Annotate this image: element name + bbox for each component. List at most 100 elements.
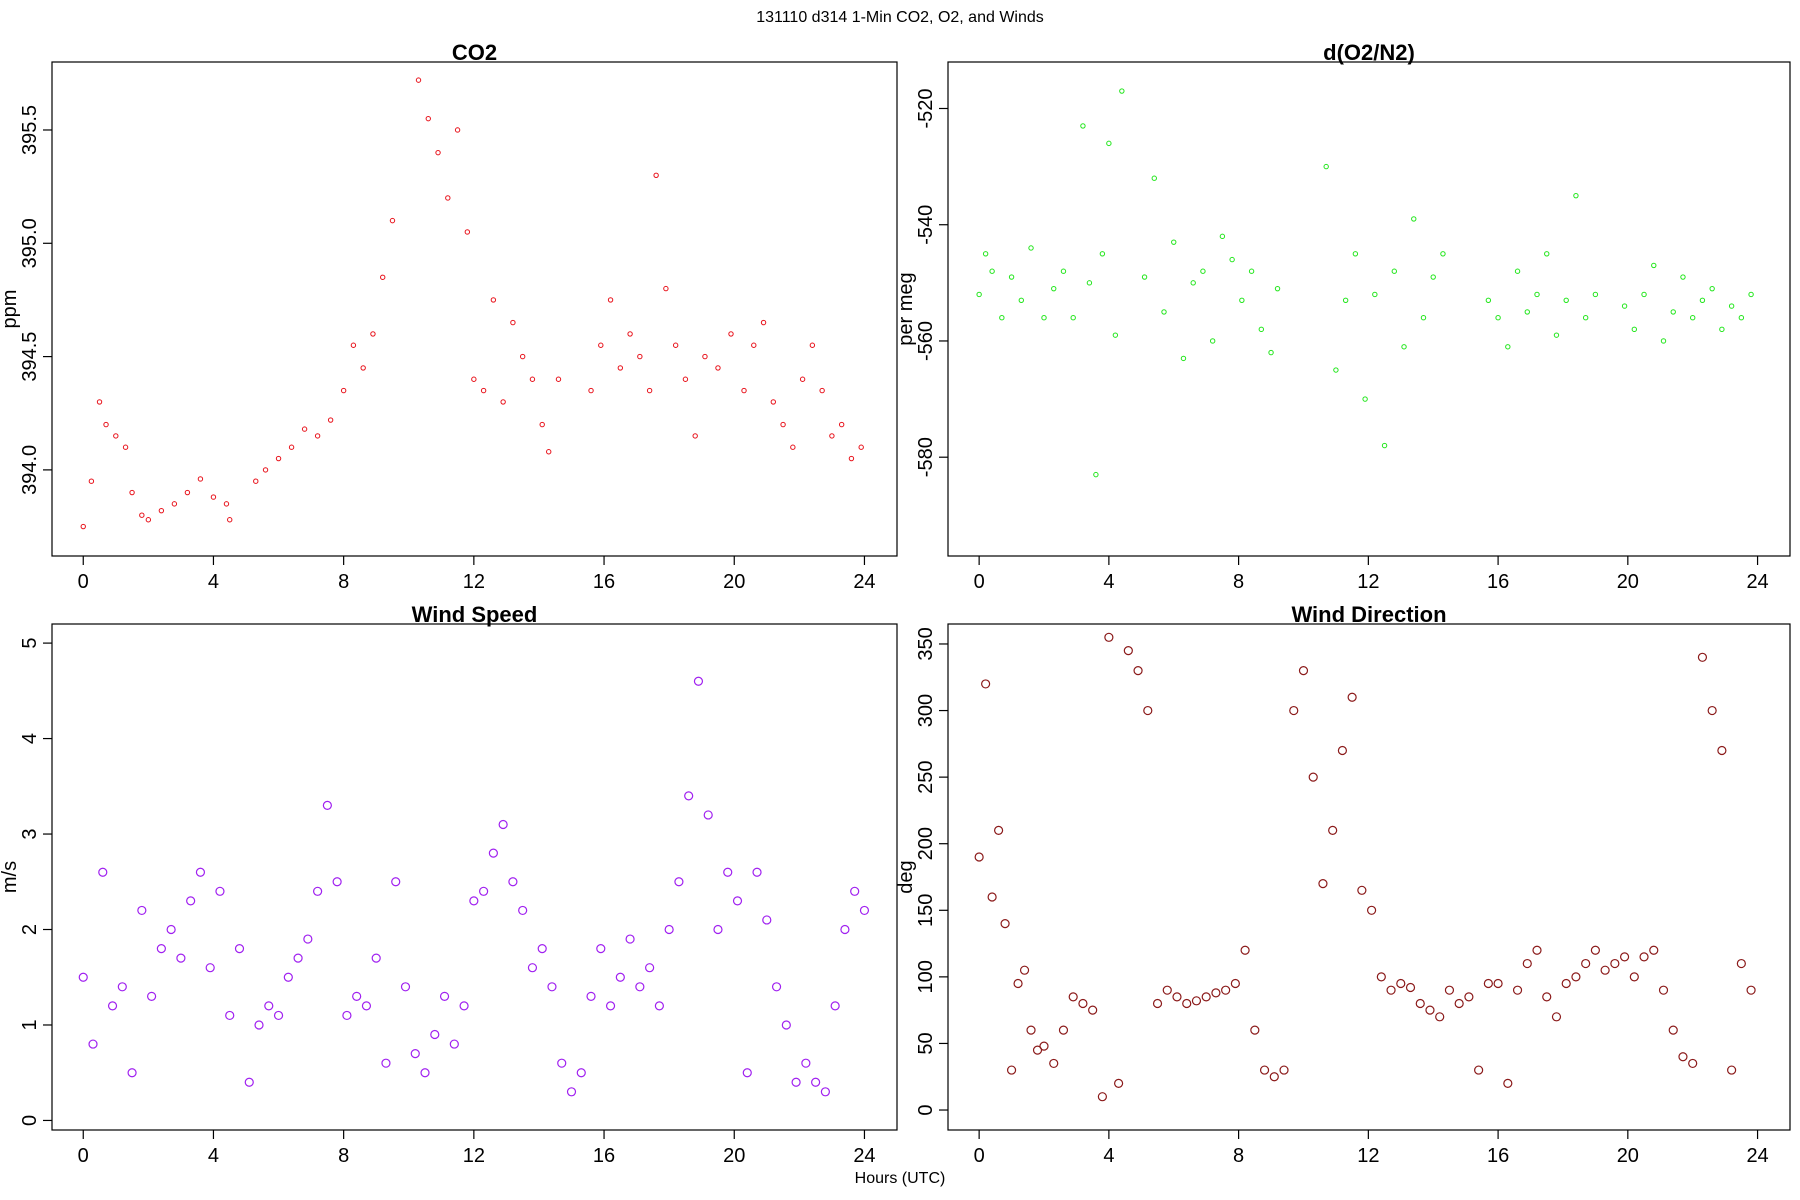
co2-data-point <box>539 421 545 428</box>
wind_direction-data-point <box>1211 988 1221 998</box>
co2-data-point <box>500 399 506 405</box>
co2-data-point <box>129 489 135 496</box>
o2-data-point <box>1180 355 1187 362</box>
wind_direction-data-point <box>1376 972 1386 982</box>
o2-data-point <box>1563 297 1569 303</box>
co2-data-point <box>672 342 679 348</box>
wind_direction-data-point <box>1000 919 1010 929</box>
wind_direction-data-point <box>981 679 991 689</box>
o2-x-tick-label: 16 <box>1487 571 1509 593</box>
co2-data-point <box>607 297 614 303</box>
wind_direction-y-tick-label: 350 <box>915 627 937 660</box>
wind_direction-data-point <box>1483 978 1493 989</box>
o2-data-point <box>1670 309 1676 315</box>
co2-data-point <box>370 331 376 337</box>
wind_direction-data-point <box>1668 1025 1678 1035</box>
co2-data-point <box>702 353 708 360</box>
wind_speed-data-point <box>557 1058 567 1068</box>
o2-data-point <box>1161 309 1167 315</box>
wind_direction-data-point <box>1032 1045 1043 1055</box>
wind_speed-data-point <box>117 982 127 992</box>
wind_direction-data-point <box>974 852 984 862</box>
wind_direction-data-point <box>1474 1065 1484 1075</box>
wind_speed-data-point <box>479 886 489 896</box>
o2-data-point <box>1573 192 1579 199</box>
wind_direction-data-point <box>1068 992 1078 1002</box>
wind_direction-data-point <box>1697 652 1708 662</box>
wind_speed-data-point <box>605 1001 616 1011</box>
wind_speed-data-point <box>332 877 342 887</box>
o2-data-point <box>1660 338 1667 344</box>
o2-data-point <box>1728 303 1735 309</box>
o2-data-point <box>1239 297 1245 303</box>
co2-x-tick-label: 24 <box>853 571 875 593</box>
co2-data-point <box>380 274 386 280</box>
wind_direction-data-point <box>1619 952 1630 962</box>
co2-data-point <box>692 433 698 439</box>
wind_direction-x-tick-label: 4 <box>1103 1145 1114 1167</box>
co2-data-point <box>88 478 95 484</box>
o2-data-point <box>1352 251 1359 257</box>
wind_direction-data-point <box>1328 825 1338 835</box>
wind_direction-data-point <box>1454 998 1464 1009</box>
wind_speed-data-point <box>176 953 186 963</box>
o2-data-point <box>1719 326 1725 333</box>
wind_speed-data-point <box>791 1077 801 1087</box>
wind_direction-data-point <box>1512 985 1523 995</box>
wind_direction-y-tick-label: 50 <box>915 1032 937 1054</box>
wind_speed-x-tick-label: 4 <box>208 1145 219 1167</box>
o2-x-tick-label: 0 <box>974 571 985 593</box>
o2-data-point <box>1485 297 1492 303</box>
wind_speed-data-point <box>371 953 381 963</box>
co2-data-point <box>588 387 594 394</box>
wind_direction-data-point <box>1386 985 1396 995</box>
wind_speed-data-point <box>166 924 176 935</box>
co2-title: CO2 <box>452 40 497 65</box>
wind_direction-x-tick-label: 24 <box>1746 1145 1768 1167</box>
co2-data-point <box>262 467 269 473</box>
wind_speed-data-point <box>820 1087 830 1097</box>
co2-data-point <box>490 297 497 303</box>
wind_direction-data-point <box>1182 998 1192 1009</box>
wind_direction-y-tick-label: 200 <box>915 827 937 860</box>
o2-data-point <box>1391 268 1397 274</box>
o2-data-point <box>1080 123 1086 129</box>
co2-data-point <box>197 476 204 482</box>
wind_speed-data-point <box>645 963 655 973</box>
o2-title: d(O2/N2) <box>1323 40 1415 65</box>
wind_speed-data-point <box>361 1001 372 1011</box>
o2-data-point <box>1229 256 1235 263</box>
co2-y-tick-label: 394.5 <box>19 332 41 382</box>
wind_direction-data-point <box>1542 992 1552 1002</box>
wind_direction-x-tick-label: 16 <box>1487 1145 1509 1167</box>
co2-data-point <box>598 342 604 348</box>
o2-data-point <box>1631 326 1638 333</box>
o2-y-tick-label: -560 <box>915 321 937 361</box>
wind_direction-data-point <box>1522 958 1532 969</box>
wind_speed-data-point <box>127 1068 137 1078</box>
co2-x-tick-label: 16 <box>593 571 615 593</box>
o2-data-point <box>1274 285 1281 292</box>
o2-y-tick-label: -520 <box>915 88 937 128</box>
wind_speed-title: Wind Speed <box>412 602 538 627</box>
wind_speed-data-point <box>352 991 362 1001</box>
wind_direction-data-point <box>1049 1058 1059 1069</box>
co2-y-axis-label: ppm <box>0 290 21 329</box>
o2-data-point <box>1008 274 1015 280</box>
co2-data-point <box>425 115 431 122</box>
co2-data-point <box>760 319 767 326</box>
co2-x-tick-label: 8 <box>338 571 349 593</box>
wind_speed-data-point <box>78 972 88 982</box>
o2-data-point <box>1323 163 1329 170</box>
wind_direction-data-point <box>1162 985 1172 995</box>
co2-data-point <box>790 444 796 450</box>
wind_direction-data-point <box>1201 992 1211 1002</box>
co2-y-tick-label: 394.0 <box>19 445 41 495</box>
o2-x-tick-label: 4 <box>1103 571 1114 593</box>
wind_speed-data-point <box>195 867 206 877</box>
wind_speed-data-point <box>400 982 411 992</box>
co2-data-point <box>627 331 633 337</box>
co2-data-point <box>741 387 747 394</box>
co2-data-point <box>809 342 816 348</box>
wind_direction-data-point <box>1006 1065 1017 1075</box>
